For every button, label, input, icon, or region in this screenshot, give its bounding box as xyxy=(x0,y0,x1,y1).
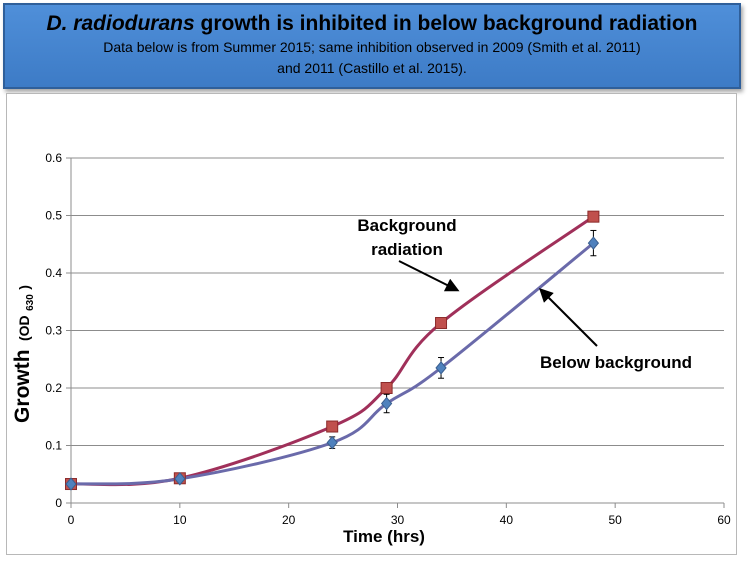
x-tick-label-4: 40 xyxy=(500,513,514,527)
point-0-3 xyxy=(380,382,393,394)
annotation-background-line-1: radiation xyxy=(371,240,443,259)
y-axis-label-close: ) xyxy=(16,285,32,290)
title-banner: D. radiodurans growth is inhibited in be… xyxy=(3,3,741,89)
y-tick-label-2: 0.2 xyxy=(45,381,62,395)
point-1-0 xyxy=(65,477,77,491)
chart-frame: 0 0.1 0.2 0.3 0.4 0.5 0.6 0 10 20 30 40 50 60 Backgr… xyxy=(6,93,737,555)
annotation-below-line-0: Below background xyxy=(540,353,692,372)
point-1-4 xyxy=(435,361,447,375)
y-tick-label-3: 0.3 xyxy=(45,324,62,338)
point-0-5 xyxy=(587,210,600,223)
y-tick-label-1: 0.1 xyxy=(45,439,62,453)
subtitle-line-2: and 2011 (Castillo et al. 2015). xyxy=(277,60,467,76)
point-1-2 xyxy=(326,435,338,450)
x-tick-labels: 0 10 20 30 40 50 60 xyxy=(68,513,731,527)
y-tick-label-6: 0.6 xyxy=(45,151,62,165)
y-axis-label-sub: 630 xyxy=(25,294,36,311)
y-tick-label-5: 0.5 xyxy=(45,209,62,223)
arrow-below xyxy=(539,288,598,347)
series-line-1 xyxy=(70,241,595,486)
x-tick-label-0: 0 xyxy=(68,513,75,527)
point-1-5 xyxy=(587,236,600,250)
y-axis-label-unit: (OD xyxy=(16,315,32,341)
x-tick-label-2: 20 xyxy=(282,513,296,527)
x-tick-label-1: 10 xyxy=(173,513,187,527)
y-tick-label-0: 0 xyxy=(55,496,62,510)
point-1-1 xyxy=(174,472,186,486)
annotations: Background radiation Below background xyxy=(357,216,692,372)
growth-chart: 0 0.1 0.2 0.3 0.4 0.5 0.6 0 10 20 30 40 50 60 Backgr… xyxy=(11,151,731,546)
title-species: D. radiodurans xyxy=(46,12,195,35)
x-tick-label-3: 30 xyxy=(391,513,405,527)
point-0-4 xyxy=(435,317,448,330)
y-axis-label-main: Growth xyxy=(11,349,34,423)
page-title: D. radiodurans growth is inhibited in be… xyxy=(5,11,739,37)
y-axis-label: Growth (OD 630 ) xyxy=(11,285,37,423)
point-0-2 xyxy=(326,420,339,433)
x-tick-label-5: 50 xyxy=(608,513,622,527)
point-1-3 xyxy=(380,396,393,411)
series-layer xyxy=(65,210,600,491)
arrow-background xyxy=(398,260,460,292)
x-tick-label-6: 60 xyxy=(717,513,731,527)
annotation-background-line-0: Background xyxy=(357,216,456,235)
y-tick-labels: 0 0.1 0.2 0.3 0.4 0.5 0.6 xyxy=(45,151,62,510)
subtitle-line-1: Data below is from Summer 2015; same inh… xyxy=(103,39,641,55)
axes xyxy=(66,157,725,508)
title-rest: growth is inhibited in below background … xyxy=(194,12,698,35)
x-axis-label: Time (hrs) xyxy=(343,527,425,546)
y-tick-label-4: 0.4 xyxy=(45,266,62,280)
grid-lines xyxy=(71,157,724,446)
